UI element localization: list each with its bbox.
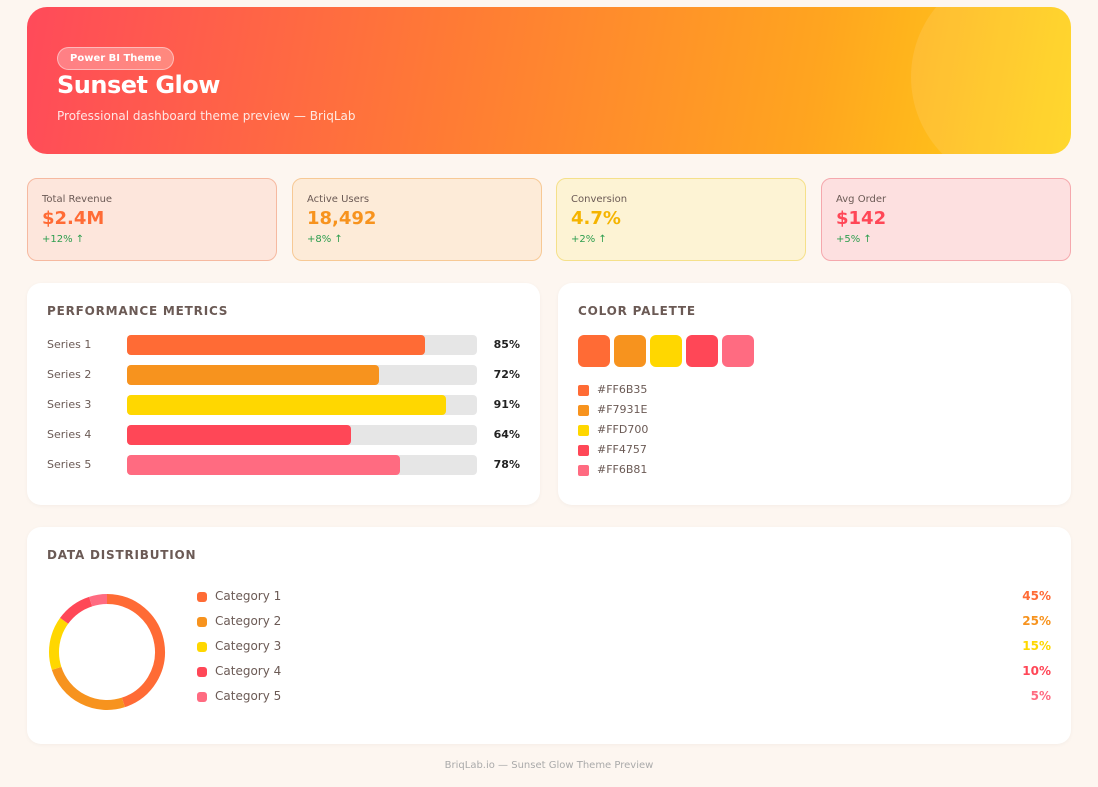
swatch: [578, 335, 610, 367]
legend-dot: [197, 667, 207, 677]
bar-value: 64%: [493, 428, 520, 441]
kpi-label: Conversion: [571, 194, 628, 205]
kpi-label: Active Users: [307, 194, 370, 205]
category-name: Category 2: [215, 614, 282, 628]
bar: [127, 455, 400, 475]
bar-track: [127, 365, 477, 385]
bar-value: 78%: [493, 458, 520, 471]
category-value: 25%: [1022, 614, 1051, 628]
legend-dot: [197, 617, 207, 627]
panel-title: DATA DISTRIBUTION: [47, 548, 197, 562]
swatch-dot: [578, 445, 589, 456]
panel-title: PERFORMANCE METRICS: [47, 304, 229, 318]
distribution-panel: DATA DISTRIBUTION Category 1 45% Category …: [27, 527, 1071, 744]
swatch: [722, 335, 754, 367]
series-label: Series 2: [47, 368, 92, 381]
bar: [127, 365, 379, 385]
series-label: Series 4: [47, 428, 92, 441]
kpi-label: Total Revenue: [42, 194, 113, 205]
kpi-label: Avg Order: [836, 194, 887, 205]
bar-value: 91%: [493, 398, 520, 411]
kpi-card: Conversion 4.7% +2% ↑: [556, 178, 806, 261]
bar-value: 72%: [493, 368, 520, 381]
subtitle: Professional dashboard theme preview — B…: [57, 109, 356, 123]
series-label: Series 3: [47, 398, 92, 411]
kpi-value: 4.7%: [571, 208, 621, 229]
category-name: Category 4: [215, 664, 282, 678]
swatch-dot: [578, 385, 589, 396]
kpi-card: Total Revenue $2.4M +12% ↑: [27, 178, 277, 261]
donut-segment: [106, 594, 165, 708]
category-name: Category 5: [215, 689, 282, 703]
category-name: Category 3: [215, 639, 282, 653]
kpi-change: +8% ↑: [307, 234, 343, 245]
category-name: Category 1: [215, 589, 282, 603]
footer: BriqLab.io — Sunset Glow Theme Preview: [444, 760, 654, 771]
donut-segment: [51, 666, 125, 710]
legend-dot: [197, 592, 207, 602]
hex-code: #FF4757: [597, 443, 647, 456]
kpi-value: 18,492: [307, 208, 377, 229]
badge: Power BI Theme: [57, 47, 175, 70]
bar: [127, 395, 446, 415]
bar-track: [127, 395, 477, 415]
category-value: 5%: [1030, 689, 1051, 703]
bar-track: [127, 455, 477, 475]
palette-panel: COLOR PALETTE #FF6B35 #F7931E #FFD700 #FF475…: [558, 283, 1071, 505]
performance-panel: PERFORMANCE METRICS Series 1 85% Series 2 72…: [27, 283, 540, 505]
hex-code: #FFD700: [597, 423, 649, 436]
hex-code: #F7931E: [597, 403, 648, 416]
donut-segment: [60, 596, 93, 624]
swatch: [686, 335, 718, 367]
hex-code: #FF6B35: [597, 383, 648, 396]
title: Sunset Glow: [57, 71, 220, 99]
panel-title: COLOR PALETTE: [578, 304, 696, 318]
bar-value: 85%: [493, 338, 520, 351]
kpi-change: +2% ↑: [571, 234, 607, 245]
swatch-dot: [578, 465, 589, 476]
bar-track: [127, 335, 477, 355]
kpi-change: +5% ↑: [836, 234, 872, 245]
series-label: Series 5: [47, 458, 92, 471]
hex-code: #FF6B81: [597, 463, 648, 476]
category-value: 45%: [1022, 589, 1051, 603]
series-label: Series 1: [47, 338, 92, 351]
header: Power BI Theme Sunset Glow Professional …: [27, 7, 1071, 154]
donut-segment: [89, 594, 108, 607]
donut-segment: [49, 617, 69, 670]
category-value: 15%: [1022, 639, 1051, 653]
kpi-card: Active Users 18,492 +8% ↑: [292, 178, 542, 261]
decor: [911, 7, 1071, 154]
category-value: 10%: [1022, 664, 1051, 678]
bar: [127, 335, 425, 355]
donut: [49, 594, 165, 710]
swatch: [650, 335, 682, 367]
legend-dot: [197, 692, 207, 702]
bar-track: [127, 425, 477, 445]
swatch: [614, 335, 646, 367]
kpi-change: +12% ↑: [42, 234, 85, 245]
bar: [127, 425, 351, 445]
kpi-card: Avg Order $142 +5% ↑: [821, 178, 1071, 261]
swatch-dot: [578, 425, 589, 436]
legend-dot: [197, 642, 207, 652]
swatch-dot: [578, 405, 589, 416]
kpi-value: $2.4M: [42, 208, 105, 229]
kpi-value: $142: [836, 208, 887, 229]
